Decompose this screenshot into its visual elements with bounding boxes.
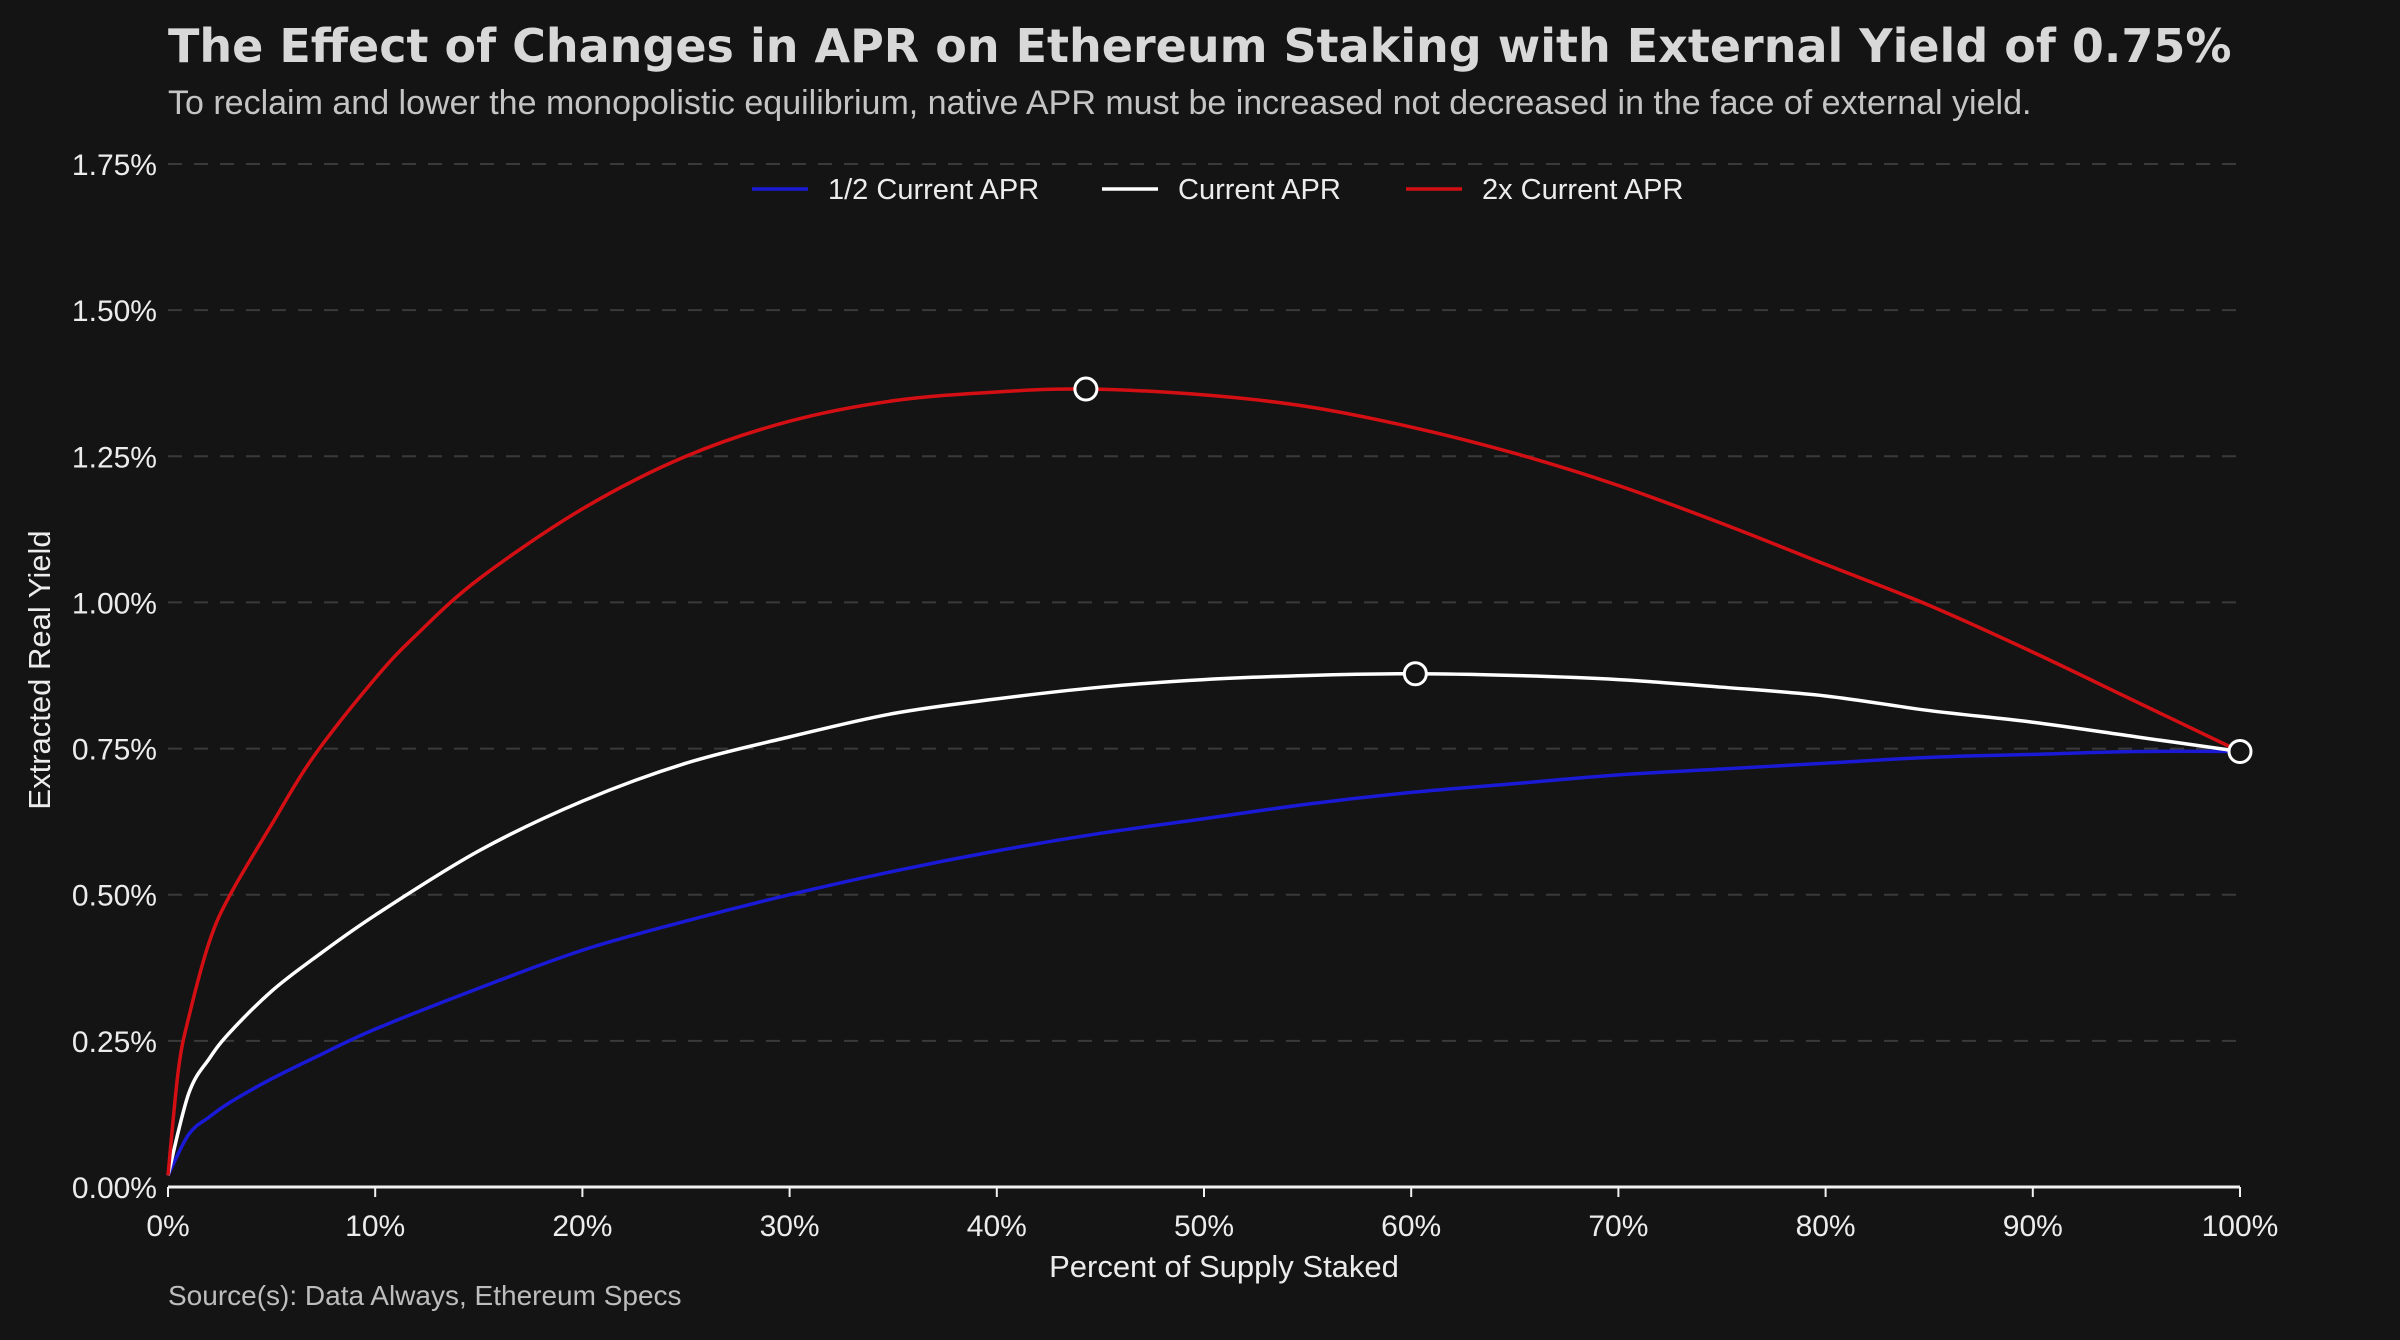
- chart-title: The Effect of Changes in APR on Ethereum…: [168, 19, 2232, 73]
- x-tick-label: 0%: [146, 1210, 189, 1243]
- x-axis-label: Percent of Supply Staked: [1049, 1249, 1399, 1284]
- series-line-2x-current-apr: [166, 387, 2241, 1176]
- legend-item: 2x Current APR: [1406, 174, 1683, 206]
- x-tick-label: 40%: [967, 1210, 1027, 1243]
- y-tick-label: 0.00%: [72, 1172, 157, 1205]
- x-tick-label: 80%: [1796, 1210, 1856, 1243]
- legend-item: Current APR: [1102, 174, 1341, 206]
- source-note: Source(s): Data Always, Ethereum Specs: [168, 1280, 682, 1311]
- x-tick-label: 70%: [1588, 1210, 1648, 1243]
- peak-marker: [2227, 738, 2253, 764]
- x-tick-label: 90%: [2003, 1210, 2063, 1243]
- y-axis-ticks: 0.00% 0.25% 0.50% 0.75% 1.00% 1.25% 1.50% 1.75%: [72, 149, 157, 1205]
- y-tick-label: 1.75%: [72, 149, 157, 182]
- chart-subtitle: To reclaim and lower the monopolistic eq…: [168, 84, 2031, 122]
- peak-marker: [1073, 376, 1099, 402]
- plot-area: [166, 387, 2241, 1177]
- x-tick-label: 10%: [345, 1210, 405, 1243]
- x-axis-ticks: 0% 10% 20% 30% 40% 50% 60% 70% 80% 90% 100%: [146, 1187, 2278, 1243]
- x-tick-label: 30%: [760, 1210, 820, 1243]
- series-line-current-apr: [166, 672, 2241, 1176]
- x-tick-label: 50%: [1174, 1210, 1234, 1243]
- peak-markers: [1073, 376, 2253, 764]
- grid: [168, 163, 2240, 1042]
- y-tick-label: 0.25%: [72, 1026, 157, 1059]
- x-tick-label: 60%: [1381, 1210, 1441, 1243]
- x-tick-label: 20%: [552, 1210, 612, 1243]
- legend-label: Current APR: [1178, 174, 1341, 206]
- legend-label: 1/2 Current APR: [828, 174, 1039, 206]
- y-tick-label: 1.50%: [72, 295, 157, 328]
- y-axis-label: Extracted Real Yield: [22, 530, 57, 809]
- peak-marker: [1402, 661, 1428, 687]
- x-tick-label: 100%: [2202, 1210, 2279, 1243]
- legend-label: 2x Current APR: [1482, 174, 1683, 206]
- legend: 1/2 Current APR Current APR 2x Current APR: [752, 174, 1683, 206]
- legend-item: 1/2 Current APR: [752, 174, 1039, 206]
- y-tick-label: 0.50%: [72, 880, 157, 913]
- y-tick-label: 0.75%: [72, 734, 157, 767]
- series-line-1-2-current-apr: [166, 749, 2241, 1177]
- y-tick-label: 1.00%: [72, 587, 157, 620]
- y-tick-label: 1.25%: [72, 441, 157, 474]
